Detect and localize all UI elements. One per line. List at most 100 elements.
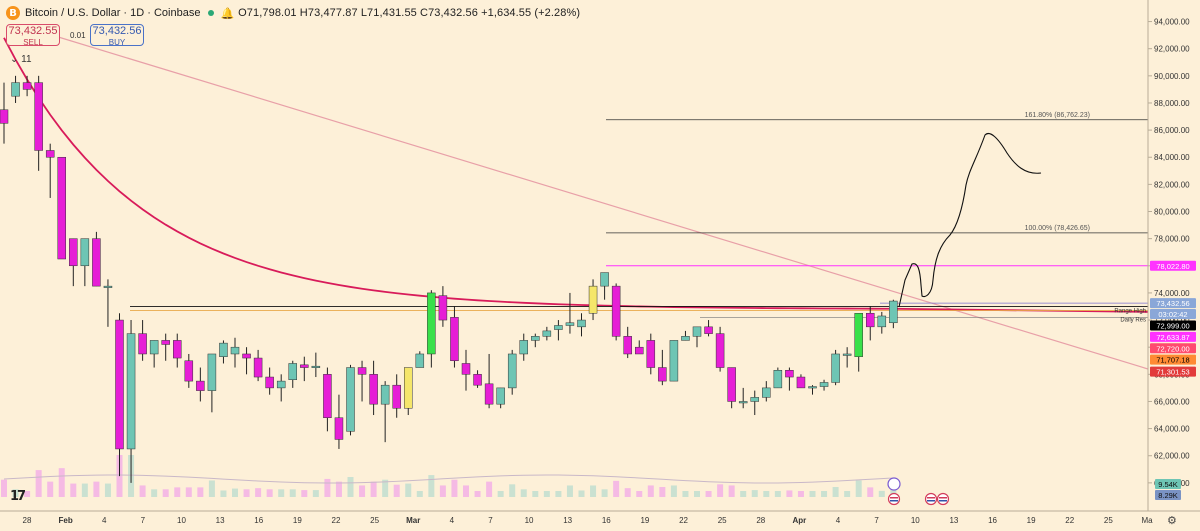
volume-bar <box>416 491 423 497</box>
candle <box>831 349 840 386</box>
volume-bar <box>335 481 342 497</box>
candle <box>715 326 725 372</box>
candle-body <box>658 367 667 382</box>
price-tick-label: 94,000.00 <box>1154 18 1190 27</box>
volume-bar <box>278 489 285 497</box>
candle <box>311 352 321 378</box>
candle <box>484 353 494 409</box>
candle <box>600 272 609 300</box>
candle <box>877 311 887 334</box>
volume-tag-bg <box>1155 490 1181 500</box>
candle <box>623 326 632 359</box>
time-tick-label: Apr <box>793 516 807 525</box>
buy-button[interactable]: 73,432.56 BUY <box>90 24 144 47</box>
volume-bar <box>578 490 585 497</box>
volume-bar <box>867 487 874 497</box>
volume-bar <box>670 485 677 497</box>
candle-body <box>334 417 344 440</box>
candle <box>323 367 332 432</box>
candle-body <box>611 285 621 337</box>
candle <box>92 231 101 287</box>
volume-bar <box>451 479 458 497</box>
volume-bar <box>208 480 215 497</box>
symbol-title[interactable]: Bitcoin / U.S. Dollar · 1D · Coinbase <box>25 7 201 19</box>
price-tag-label: 72,999.00 <box>1156 321 1189 330</box>
price-tag-label: 73,432.56 <box>1156 299 1189 308</box>
price-tag-bg <box>1150 320 1196 331</box>
price-tag: 71,707.18 <box>1150 354 1196 365</box>
volume-bar <box>543 491 550 497</box>
time-axis: 28 Feb 4 7 10 13 16 19 22 25 Mar 4 7 10 13 16 19 22 25 28 Ap… <box>0 510 1200 525</box>
candle-body <box>161 340 170 345</box>
volume-bar <box>486 481 493 497</box>
buy-label: BUY <box>108 38 126 47</box>
time-tick-label: 13 <box>563 516 572 525</box>
candle-body <box>265 376 274 389</box>
candle-body <box>230 346 240 355</box>
candle <box>288 360 297 388</box>
volume-bar <box>624 488 631 497</box>
volume-bar <box>555 491 562 497</box>
price-tag-bg <box>1150 260 1196 271</box>
price-tick-label: 64,000.00 <box>1154 425 1190 434</box>
bitcoin-icon: B <box>6 6 20 20</box>
volume-bar <box>347 477 354 497</box>
candle-body <box>669 340 679 382</box>
volume-bar <box>566 485 573 497</box>
volume-tag: 8.29K <box>1155 490 1181 500</box>
volume-bar <box>613 480 620 497</box>
flag-stripe <box>890 497 898 499</box>
candle-body <box>762 387 771 398</box>
time-tick-label: 16 <box>988 516 997 525</box>
gear-icon[interactable]: ⚙ <box>1167 514 1177 527</box>
candle-body <box>507 353 517 389</box>
candle <box>819 379 829 391</box>
volume-bar <box>532 491 539 497</box>
candle <box>196 367 205 402</box>
candle <box>357 360 367 402</box>
price-tag-label: 71,707.18 <box>1156 356 1189 365</box>
volume-bar <box>301 490 308 497</box>
candle <box>681 330 690 341</box>
candle-body <box>438 295 448 321</box>
candle-body <box>681 336 690 341</box>
candle-body <box>288 363 297 381</box>
candle-body <box>692 326 702 337</box>
volume-bar <box>832 487 839 497</box>
volume-bar <box>35 470 42 497</box>
volume-bar <box>197 487 204 497</box>
price-tag-bg <box>1150 343 1196 354</box>
candle-body <box>115 319 124 450</box>
bell-icon[interactable]: 🔔 <box>220 6 235 20</box>
candle-body <box>69 238 78 267</box>
candle <box>404 367 413 416</box>
volume-bar <box>428 475 435 497</box>
candle-body <box>427 292 436 355</box>
price-tag: 72,720.00 <box>1150 343 1196 354</box>
tradingview-logo[interactable]: 17 <box>10 489 26 504</box>
indicator-legend[interactable]: ⌄ 11 <box>10 54 32 65</box>
candle-body <box>600 272 609 287</box>
candle-body <box>519 340 528 355</box>
drawings: 161.80% (86,762.23) 100.00% (78,426.65) Ra… <box>3 35 1149 506</box>
candle-body <box>173 340 182 359</box>
candle <box>450 306 459 368</box>
volume-bar <box>682 491 689 497</box>
time-tick-label: 28 <box>756 516 765 525</box>
candle <box>669 340 679 382</box>
sell-button[interactable]: 73,432.55 SELL <box>6 24 60 47</box>
price-tick-label: 82,000.00 <box>1154 180 1190 189</box>
symbol-header[interactable]: B Bitcoin / U.S. Dollar · 1D · Coinbase … <box>6 5 580 21</box>
moving-average-line <box>3 37 1149 313</box>
candle <box>531 333 540 348</box>
volume-bar <box>370 481 377 497</box>
candle <box>276 374 286 402</box>
candle <box>542 326 552 341</box>
volume-bar <box>12 489 19 497</box>
volume-tag-bg <box>1155 479 1181 489</box>
volume-bar <box>717 484 724 497</box>
candle <box>565 292 575 334</box>
candle-body <box>623 336 632 355</box>
